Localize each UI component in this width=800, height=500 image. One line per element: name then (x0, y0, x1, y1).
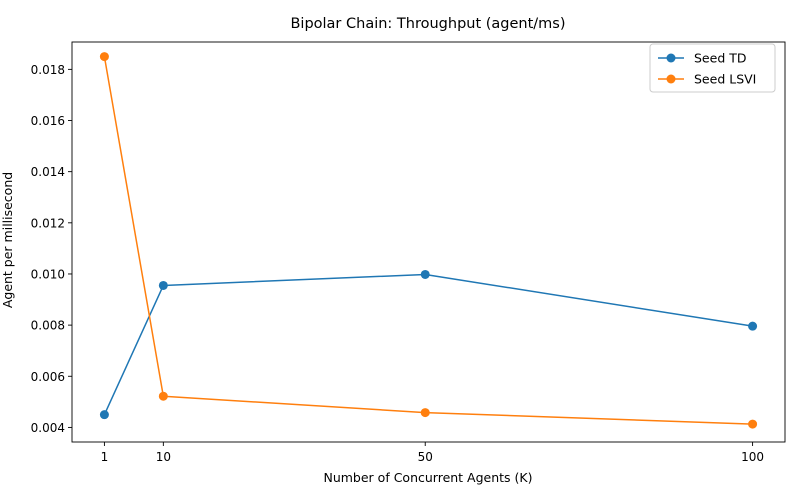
series-line-seed-lsvi (103, 56, 753, 425)
legend-marker (666, 74, 676, 84)
y-axis-label: Agent per millisecond (0, 172, 15, 308)
data-point (748, 321, 758, 331)
data-point (99, 410, 109, 420)
x-tick-label: 50 (418, 450, 433, 464)
legend-label: Seed LSVI (694, 72, 756, 87)
y-tick-label: 0.004 (31, 421, 65, 435)
chart-title: Bipolar Chain: Throughput (agent/ms) (290, 16, 565, 32)
series-line-seed-td (103, 273, 753, 415)
y-tick-label: 0.006 (31, 370, 65, 384)
x-tick-label: 10 (156, 450, 171, 464)
data-point (99, 52, 109, 62)
x-axis-label: Number of Concurrent Agents (K) (323, 470, 532, 485)
x-tick-label: 1 (101, 450, 109, 464)
data-point (420, 408, 430, 418)
plot-area: 1 10 50 100 0.004 0.006 0.008 0.010 0.012 0.014 0.… (31, 41, 786, 464)
legend-box (649, 43, 776, 93)
data-point (748, 419, 758, 429)
y-tick-label: 0.012 (31, 216, 65, 230)
y-tick-label: 0.016 (31, 114, 65, 128)
legend-marker (666, 53, 676, 63)
y-tick-label: 0.008 (31, 319, 65, 333)
y-tick-label: 0.010 (31, 267, 65, 281)
y-tick-label: 0.018 (31, 63, 65, 77)
x-tick-label: 100 (741, 450, 764, 464)
y-tick-label: 0.014 (31, 165, 65, 179)
data-point (158, 391, 168, 401)
legend-label: Seed TD (694, 51, 746, 66)
data-point (420, 269, 430, 279)
data-point (158, 280, 168, 290)
plot-frame (71, 41, 786, 443)
